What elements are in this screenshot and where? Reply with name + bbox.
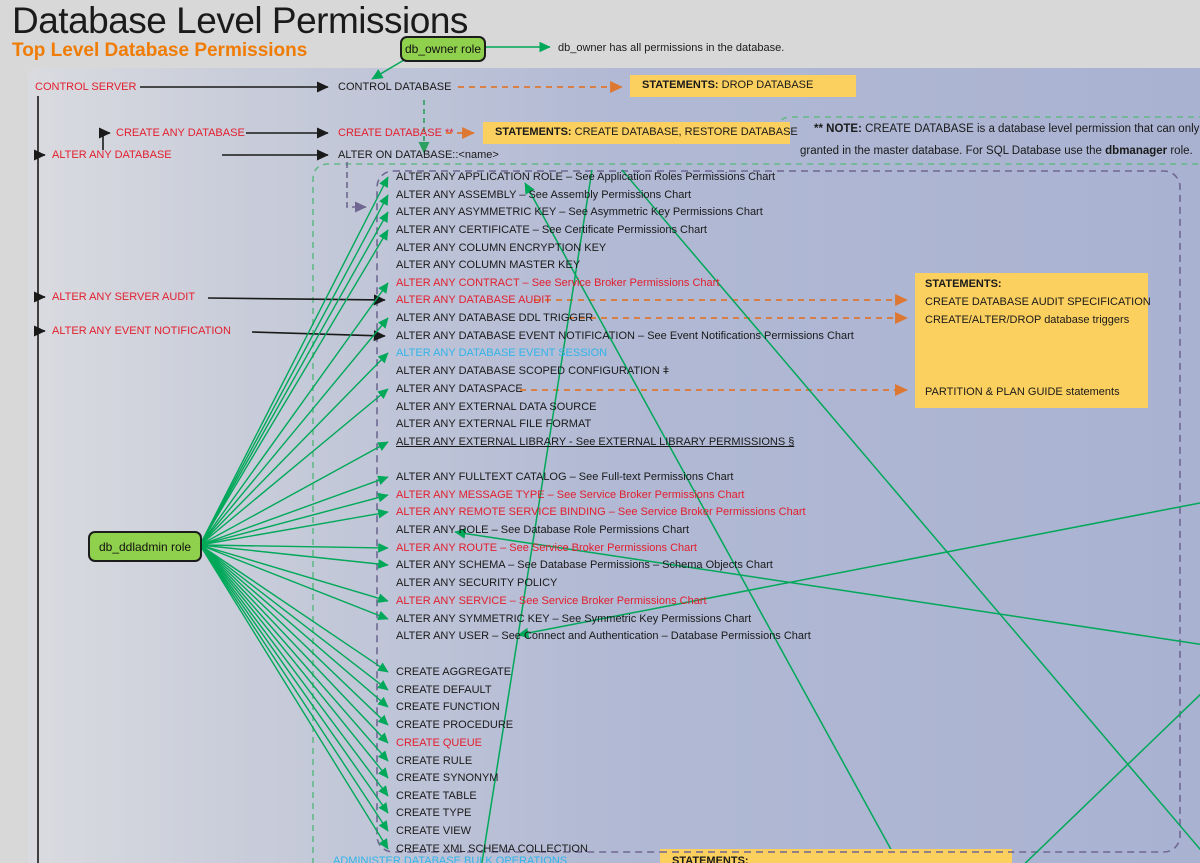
permission-item: ADMINISTER DATABASE BULK OPERATIONS xyxy=(333,855,568,863)
permission-item: ALTER ANY DATABASE DDL TRIGGER xyxy=(396,312,594,324)
label-alter-any-server-audit: ALTER ANY SERVER AUDIT xyxy=(52,291,196,303)
create-database-note-line2: granted in the master database. For SQL … xyxy=(800,145,1193,157)
label-alter-any-database: ALTER ANY DATABASE xyxy=(52,149,172,161)
db-owner-role-label: db_owner role xyxy=(404,42,482,56)
permission-item: ALTER ANY CERTIFICATE – See Certificate … xyxy=(396,224,707,236)
permission-item: ALTER ANY USER – See Connect and Authent… xyxy=(396,630,811,642)
permission-item: ALTER ANY SCHEMA – See Database Permissi… xyxy=(396,559,773,571)
statements-box-create-database: STATEMENTS: CREATE DATABASE, RESTORE DAT… xyxy=(483,122,798,144)
statements-box-drop-database: STATEMENTS: DROP DATABASE xyxy=(630,75,856,97)
permission-item: CREATE DEFAULT xyxy=(396,684,492,696)
permission-item: ALTER ANY EXTERNAL DATA SOURCE xyxy=(396,401,597,413)
db-ddladmin-role-box: db_ddladmin role xyxy=(88,531,202,562)
permission-item: CREATE TYPE xyxy=(396,807,472,819)
permission-item: ALTER ANY SECURITY POLICY xyxy=(396,577,558,589)
permission-item: ALTER ANY EXTERNAL FILE FORMAT xyxy=(396,418,592,430)
permission-item: CREATE RULE xyxy=(396,755,473,767)
permission-item: ALTER ANY DATASPACE xyxy=(396,383,523,395)
permission-item: ALTER ANY COLUMN MASTER KEY xyxy=(396,259,581,271)
db-owner-role-box: db_owner role xyxy=(400,36,486,62)
chart-background-panel xyxy=(28,68,1200,863)
permission-item: ALTER ANY APPLICATION ROLE – See Applica… xyxy=(396,171,776,183)
create-database-note-line1: ** NOTE: CREATE DATABASE is a database l… xyxy=(814,123,1200,135)
statements-box-bottom: STATEMENTS: xyxy=(660,849,1012,863)
purple-dashed-container xyxy=(376,170,1181,853)
statements-box-audit-triggers: STATEMENTS: CREATE DATABASE AUDIT SPECIF… xyxy=(915,273,1151,408)
black-arrows xyxy=(33,81,386,863)
orange-dashed-statement-arrows xyxy=(446,81,908,396)
permission-item: ALTER ANY DATABASE AUDIT xyxy=(396,294,552,306)
permission-item: ALTER ANY ROLE – See Database Role Permi… xyxy=(396,524,690,536)
permission-item: CREATE TABLE xyxy=(396,790,477,802)
permission-item: ALTER ANY SERVICE – See Service Broker P… xyxy=(396,595,707,607)
permission-item: CREATE XML SCHEMA COLLECTION xyxy=(396,843,588,855)
permission-item: ALTER ANY DATABASE SCOPED CONFIGURATION … xyxy=(396,365,670,377)
permission-item: ALTER ANY REMOTE SERVICE BINDING – See S… xyxy=(396,506,806,518)
permission-item: ALTER ANY COLUMN ENCRYPTION KEY xyxy=(396,242,607,254)
permission-item: CREATE QUEUE xyxy=(396,737,482,749)
label-create-any-database: CREATE ANY DATABASE xyxy=(116,127,245,139)
label-alter-on-database: ALTER ON DATABASE::<name> xyxy=(338,149,499,161)
permission-item: ALTER ANY EXTERNAL LIBRARY - See EXTERNA… xyxy=(396,436,795,448)
db-ddladmin-role-label: db_ddladmin role xyxy=(98,539,192,554)
note-prefix: ** NOTE: xyxy=(814,123,862,135)
permission-item: ALTER ANY ASSEMBLY – See Assembly Permis… xyxy=(396,189,692,201)
label-control-database: CONTROL DATABASE xyxy=(338,81,452,93)
permission-item: CREATE FUNCTION xyxy=(396,701,500,713)
green-role-arrows xyxy=(371,41,1200,863)
permission-item: ALTER ANY ROUTE – See Service Broker Per… xyxy=(396,542,697,554)
label-create-database: CREATE DATABASE ** xyxy=(338,127,454,139)
alter-on-database-elbow-arrow xyxy=(346,162,367,213)
permission-item: ALTER ANY MESSAGE TYPE – See Service Bro… xyxy=(396,489,745,501)
permission-item: CREATE VIEW xyxy=(396,825,471,837)
label-alter-any-event-notification: ALTER ANY EVENT NOTIFICATION xyxy=(52,325,231,337)
green-fan-lines xyxy=(199,176,389,850)
permission-item: CREATE SYNONYM xyxy=(396,772,499,784)
permission-item: ALTER ANY FULLTEXT CATALOG – See Full-te… xyxy=(396,471,734,483)
permission-item: ALTER ANY ASYMMETRIC KEY – See Asymmetri… xyxy=(396,206,763,218)
db-owner-caption: db_owner has all permissions in the data… xyxy=(558,42,785,54)
section-subtitle: Top Level Database Permissions xyxy=(12,40,308,61)
permission-item: CREATE PROCEDURE xyxy=(396,719,514,731)
permission-item: ALTER ANY DATABASE EVENT SESSION xyxy=(396,347,608,359)
permission-item: ALTER ANY SYMMETRIC KEY – See Symmetric … xyxy=(396,613,752,625)
permission-item: CREATE AGGREGATE xyxy=(396,666,512,678)
permission-item: ALTER ANY CONTRACT – See Service Broker … xyxy=(396,277,720,289)
label-control-server: CONTROL SERVER xyxy=(35,81,137,93)
page-title: Database Level Permissions xyxy=(12,0,468,41)
permission-item: ALTER ANY DATABASE EVENT NOTIFICATION – … xyxy=(396,330,854,342)
